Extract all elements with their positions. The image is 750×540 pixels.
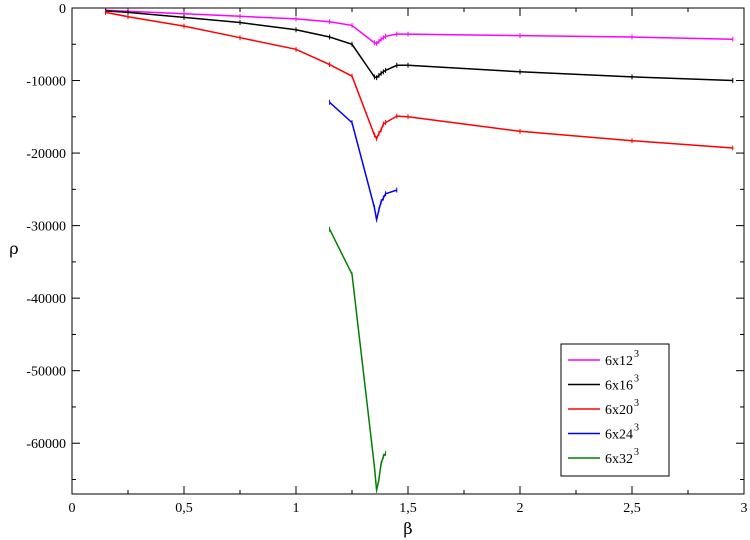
- legend-label: 6x16: [605, 379, 633, 394]
- series-6x24: [329, 99, 398, 223]
- x-axis-label: β: [403, 519, 412, 538]
- y-tick-label: -40000: [26, 292, 66, 307]
- series-6x20: [105, 9, 734, 151]
- legend-superscript: 3: [634, 349, 639, 360]
- x-tick-label: 0: [69, 501, 76, 516]
- legend-label: 6x24: [605, 428, 633, 443]
- y-axis-label: ρ: [9, 239, 18, 258]
- legend-box: [560, 343, 670, 477]
- x-tick-label: 2,5: [623, 501, 641, 516]
- x-tick-label: 1,5: [399, 501, 417, 516]
- y-tick-label: -30000: [26, 220, 66, 235]
- legend-superscript: 3: [634, 374, 639, 385]
- y-tick-label: -10000: [26, 75, 66, 90]
- series-line: [328, 228, 387, 491]
- y-tick-label: -60000: [26, 437, 66, 452]
- y-tick-label: 0: [59, 2, 66, 17]
- y-tick-label: -20000: [26, 147, 66, 162]
- series-6x16: [105, 8, 734, 84]
- legend-superscript: 3: [634, 423, 639, 434]
- x-tick-label: 0,5: [175, 501, 193, 516]
- legend-label: 6x20: [605, 403, 633, 418]
- x-tick-label: 1: [293, 501, 300, 516]
- series-line: [329, 101, 398, 220]
- x-tick-label: 3: [741, 501, 748, 516]
- legend-superscript: 3: [634, 447, 639, 458]
- axes: 0 0,5 1 1,5 2 2,5 3 0 -10000 -20000 -30000 -40000 -5…: [26, 2, 747, 516]
- legend-label: 6x12: [605, 354, 633, 369]
- series-6x32: [328, 226, 387, 493]
- legend-label: 6x32: [605, 452, 633, 467]
- series-6x12: [105, 7, 734, 47]
- series-layer: [105, 7, 734, 493]
- series-line: [105, 11, 733, 149]
- x-tick-label: 2: [517, 501, 524, 516]
- y-tick-label: -50000: [26, 365, 66, 380]
- series-line: [105, 10, 733, 82]
- series-line: [105, 9, 733, 45]
- legend-superscript: 3: [634, 398, 639, 409]
